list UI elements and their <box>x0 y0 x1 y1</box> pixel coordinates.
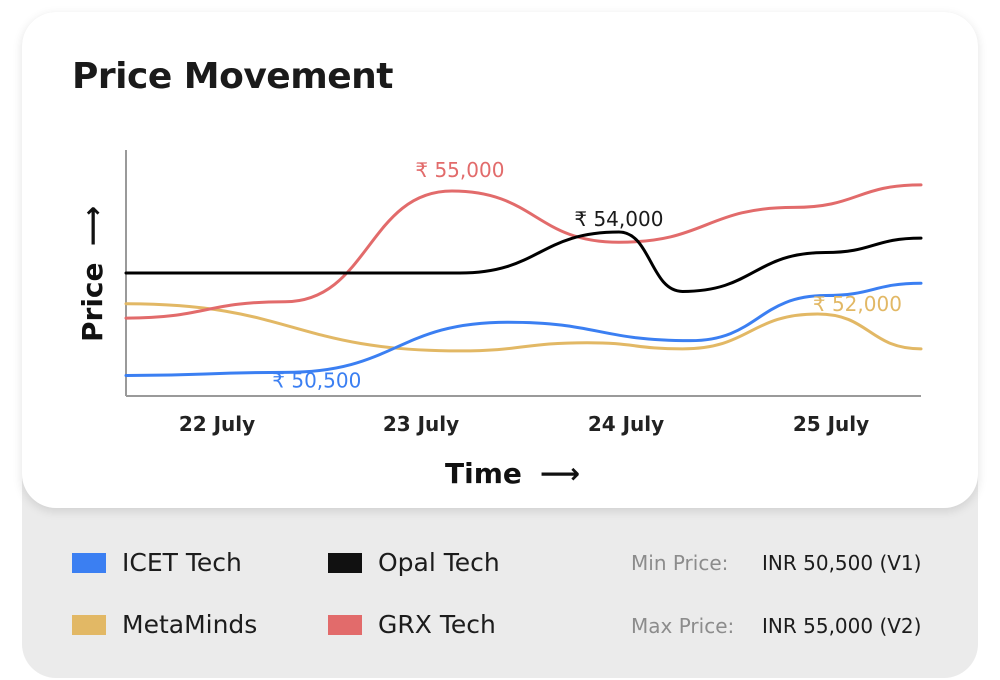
max-price-label: Max Price: <box>631 614 735 638</box>
legend-item-icet-tech[interactable]: ICET Tech <box>72 548 242 577</box>
series-line-grx-tech <box>124 183 923 320</box>
legend-item-opal-tech[interactable]: Opal Tech <box>328 548 500 577</box>
legend-label: MetaMinds <box>122 610 258 639</box>
x-tick-label: 22 July <box>179 412 255 436</box>
legend-label: GRX Tech <box>378 610 496 639</box>
x-axis-arrow-icon: ⟶ <box>540 457 580 490</box>
data-label: ₹ 52,000 <box>813 292 902 316</box>
x-tick-label: 23 July <box>383 412 459 436</box>
legend-item-grx-tech[interactable]: GRX Tech <box>328 610 496 639</box>
legend-label: Opal Tech <box>378 548 500 577</box>
series-line-icet-tech <box>124 281 923 377</box>
series-line-metaminds <box>124 302 923 353</box>
series-line-opal-tech <box>124 230 923 293</box>
min-price-value: INR 50,500 (V1) <box>762 551 922 575</box>
y-axis-title: Price <box>76 262 109 342</box>
x-tick-label: 25 July <box>793 412 869 436</box>
data-label: ₹ 55,000 <box>415 158 504 182</box>
legend-label: ICET Tech <box>122 548 242 577</box>
max-price-value: INR 55,000 (V2) <box>762 614 922 638</box>
legend-swatch <box>328 614 362 635</box>
min-price-label: Min Price: <box>631 551 729 575</box>
y-axis-arrow-icon: ⟶ <box>76 206 109 246</box>
legend-swatch <box>72 552 106 573</box>
x-axis-title: Time <box>445 457 522 490</box>
chart-card <box>22 12 978 508</box>
data-label: ₹ 54,000 <box>574 207 663 231</box>
x-tick-label: 24 July <box>588 412 664 436</box>
chart-title: Price Movement <box>72 56 393 97</box>
legend-swatch <box>328 552 362 573</box>
legend-swatch <box>72 614 106 635</box>
legend-item-metaminds[interactable]: MetaMinds <box>72 610 257 639</box>
data-label: ₹ 50,500 <box>272 369 361 393</box>
